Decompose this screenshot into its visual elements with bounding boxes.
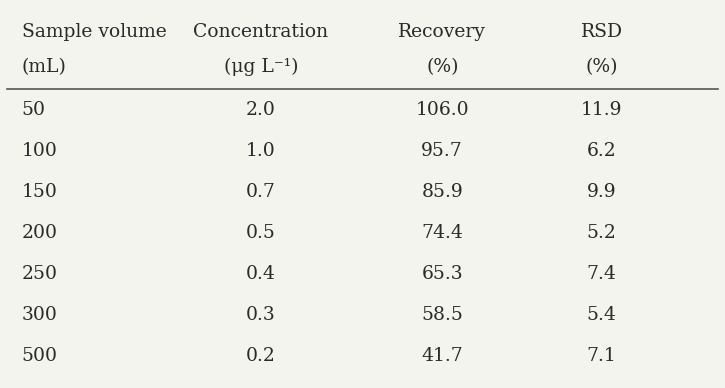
Text: 0.3: 0.3 bbox=[246, 306, 276, 324]
Text: 100: 100 bbox=[22, 142, 57, 160]
Text: 2.0: 2.0 bbox=[246, 101, 276, 119]
Text: (%): (%) bbox=[426, 58, 458, 76]
Text: 11.9: 11.9 bbox=[581, 101, 623, 119]
Text: 0.2: 0.2 bbox=[246, 347, 276, 365]
Text: 0.7: 0.7 bbox=[246, 183, 276, 201]
Text: (mL): (mL) bbox=[22, 58, 67, 76]
Text: 300: 300 bbox=[22, 306, 57, 324]
Text: 65.3: 65.3 bbox=[421, 265, 463, 283]
Text: 6.2: 6.2 bbox=[587, 142, 617, 160]
Text: Sample volume: Sample volume bbox=[22, 23, 167, 41]
Text: 7.4: 7.4 bbox=[587, 265, 617, 283]
Text: 9.9: 9.9 bbox=[587, 183, 616, 201]
Text: 0.4: 0.4 bbox=[246, 265, 276, 283]
Text: 95.7: 95.7 bbox=[421, 142, 463, 160]
Text: Concentration: Concentration bbox=[194, 23, 328, 41]
Text: 1.0: 1.0 bbox=[246, 142, 276, 160]
Text: 7.1: 7.1 bbox=[587, 347, 617, 365]
Text: Recovery: Recovery bbox=[398, 23, 486, 41]
Text: 58.5: 58.5 bbox=[421, 306, 463, 324]
Text: (μg L⁻¹): (μg L⁻¹) bbox=[224, 58, 298, 76]
Text: 500: 500 bbox=[22, 347, 58, 365]
Text: 0.5: 0.5 bbox=[246, 224, 276, 242]
Text: 50: 50 bbox=[22, 101, 46, 119]
Text: (%): (%) bbox=[586, 58, 618, 76]
Text: 106.0: 106.0 bbox=[415, 101, 469, 119]
Text: 150: 150 bbox=[22, 183, 57, 201]
Text: 74.4: 74.4 bbox=[421, 224, 463, 242]
Text: 85.9: 85.9 bbox=[421, 183, 463, 201]
Text: RSD: RSD bbox=[581, 23, 623, 41]
Text: 41.7: 41.7 bbox=[421, 347, 463, 365]
Text: 5.4: 5.4 bbox=[587, 306, 617, 324]
Text: 5.2: 5.2 bbox=[587, 224, 617, 242]
Text: 250: 250 bbox=[22, 265, 58, 283]
Text: 200: 200 bbox=[22, 224, 58, 242]
